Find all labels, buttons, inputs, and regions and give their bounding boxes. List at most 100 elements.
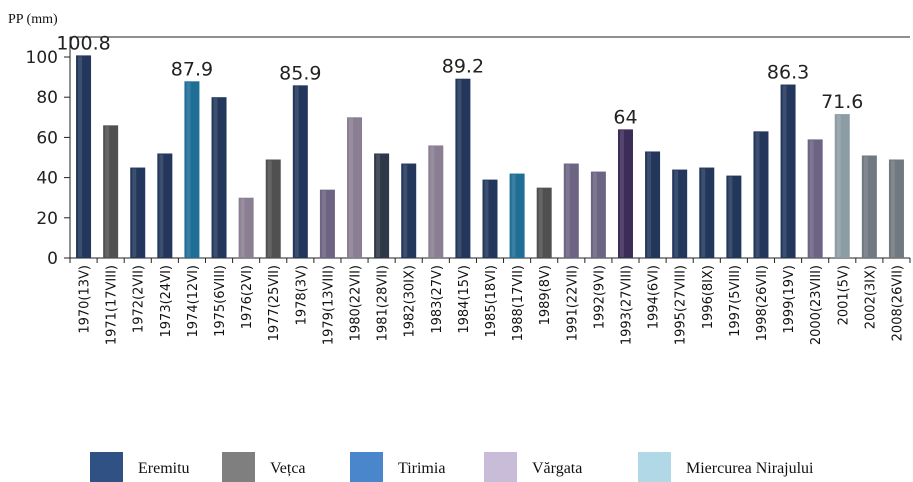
y-tick-label: 20 xyxy=(36,209,58,229)
bar xyxy=(482,179,498,258)
x-tick-label: 1981(28VII) xyxy=(376,265,391,341)
bar-highlight xyxy=(321,190,326,257)
y-ticks: 0 20 40 60 80 100 xyxy=(26,48,70,269)
bar xyxy=(103,125,119,258)
x-tick-label: 1976(2VI) xyxy=(240,265,255,329)
x-tick-label: 1977(25VII) xyxy=(267,265,282,341)
legend-swatch xyxy=(484,452,517,482)
bar xyxy=(130,167,146,258)
x-tick-label: 1985(18VI) xyxy=(484,265,499,338)
x-tick-label: 1970(13V) xyxy=(78,265,93,334)
bar-highlight xyxy=(457,79,462,257)
bar-highlight xyxy=(240,198,245,257)
y-tick-label: 40 xyxy=(36,169,58,189)
bar-highlight xyxy=(619,130,624,257)
x-tick-label: 1972(2VII) xyxy=(132,265,147,333)
x-tick-label: 2002(3IX) xyxy=(863,265,878,329)
bar xyxy=(536,187,552,258)
x-tick-label: 1989(8V) xyxy=(538,265,553,325)
bar xyxy=(699,167,715,258)
x-tick-label: 1991(22VII) xyxy=(565,265,580,341)
bar-highlight xyxy=(78,56,83,257)
bar xyxy=(617,129,633,258)
x-tick-label: 1993(27VIII) xyxy=(619,265,634,345)
x-tick-label: 1984(15V) xyxy=(457,265,472,334)
x-tick-label: 1980(22VII) xyxy=(349,265,364,341)
legend-swatch xyxy=(350,452,383,482)
bar-highlight xyxy=(592,172,597,257)
bar-highlight xyxy=(430,146,435,257)
x-tick-label: 1997(5VIII) xyxy=(728,265,743,337)
x-tick-label: 2001(5V) xyxy=(836,265,851,325)
bar xyxy=(509,173,525,258)
bar xyxy=(834,114,850,258)
x-tick-label: 2008(26VII) xyxy=(890,265,905,341)
bar-highlight xyxy=(186,82,191,257)
bar xyxy=(645,151,661,258)
bar-highlight xyxy=(538,188,543,257)
bar-highlight xyxy=(701,168,706,257)
y-tick-label: 60 xyxy=(36,128,58,148)
bar-highlight xyxy=(728,176,733,257)
bar xyxy=(563,163,579,258)
x-tick-label: 1999(19V) xyxy=(782,265,797,334)
bar xyxy=(753,131,769,258)
x-tick-label: 1974(12VI) xyxy=(186,265,201,338)
bar xyxy=(807,139,823,258)
x-tick-label: 1975(6VIII) xyxy=(213,265,228,337)
bar-highlight xyxy=(403,164,408,257)
x-tick-label: 1973(24VI) xyxy=(159,265,174,338)
legend: Eremitu Vețca Tirimia Vărgata Miercurea Nira… xyxy=(90,452,814,482)
y-tick-label: 0 xyxy=(47,249,58,269)
bar xyxy=(672,169,688,258)
x-tick-label: 1994(6VI) xyxy=(647,265,662,329)
x-tick-label: 2000(23VIII) xyxy=(809,265,824,345)
bar xyxy=(238,197,254,258)
bar-highlight xyxy=(132,168,137,257)
data-label: 71.6 xyxy=(821,91,863,113)
bar xyxy=(428,145,444,258)
bar xyxy=(157,153,173,258)
data-labels: 100.8 87.9 85.9 89.2 64 86.3 71.6 xyxy=(56,32,863,128)
bar xyxy=(590,171,606,258)
y-axis-label: PP (mm) xyxy=(8,12,58,27)
bar xyxy=(292,85,308,258)
data-label: 89.2 xyxy=(442,56,484,78)
bar xyxy=(374,153,390,258)
bar-highlight xyxy=(267,160,272,257)
bar-highlight xyxy=(809,140,814,257)
bar xyxy=(76,55,92,258)
bar xyxy=(780,84,796,258)
x-tick-label: 1983(27V) xyxy=(430,265,445,334)
legend-label: Eremitu xyxy=(138,460,190,477)
bar xyxy=(211,97,227,258)
bar-highlight xyxy=(755,132,760,257)
bar-highlight xyxy=(863,156,868,257)
data-label: 86.3 xyxy=(767,62,809,84)
legend-swatch xyxy=(90,452,123,482)
bar-highlight xyxy=(674,170,679,257)
legend-label: Miercurea Nirajului xyxy=(686,460,814,477)
bar-highlight xyxy=(159,154,164,257)
data-label: 64 xyxy=(613,106,637,128)
bar-highlight xyxy=(376,154,381,257)
bar-highlight xyxy=(647,152,652,257)
bar-highlight xyxy=(890,160,895,257)
bar xyxy=(401,163,417,258)
bar xyxy=(861,155,877,258)
legend-swatch xyxy=(638,452,671,482)
x-tick-label: 1978(3V) xyxy=(294,265,309,325)
bar-highlight xyxy=(105,126,110,257)
x-tick-label: 1996(8IX) xyxy=(701,265,716,329)
y-tick-label: 100 xyxy=(26,48,58,68)
x-tick-label: 1998(26VII) xyxy=(755,265,770,341)
bar xyxy=(888,159,904,258)
x-tick-label: 1988(17VII) xyxy=(511,265,526,341)
x-tick-label: 1971(17VIII) xyxy=(105,265,120,345)
legend-swatch xyxy=(222,452,255,482)
bar-highlight xyxy=(511,174,516,257)
legend-label: Vețca xyxy=(270,460,306,477)
bar-highlight xyxy=(565,164,570,257)
x-tick-labels: 1970(13V) 1971(17VIII) 1972(2VII) 1973(24VI… xyxy=(69,258,911,345)
